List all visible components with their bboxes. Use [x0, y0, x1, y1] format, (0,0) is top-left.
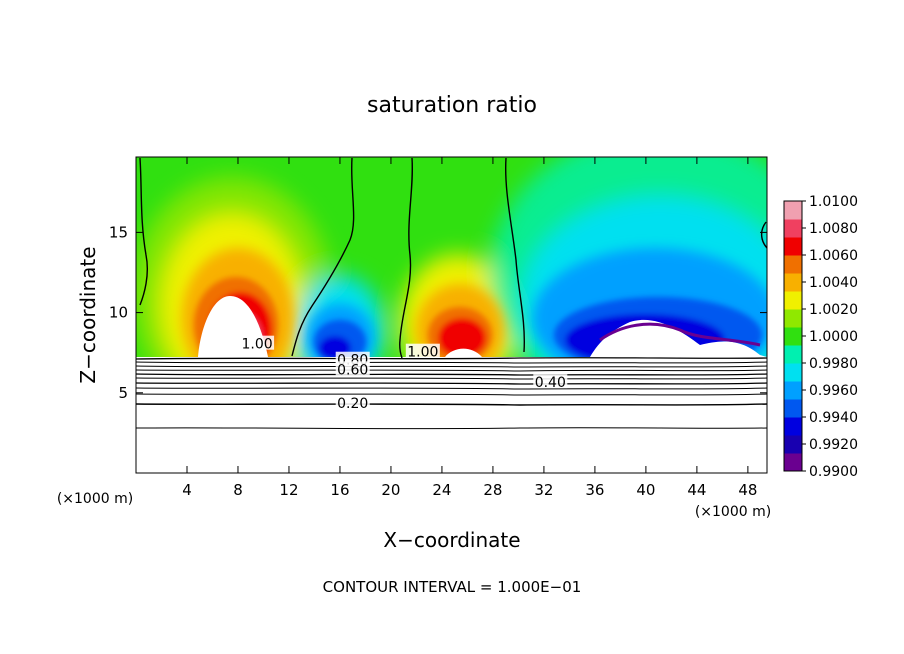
- white-pocket-mid: [445, 348, 482, 357]
- x-tick-label: 28: [483, 481, 502, 499]
- colorbar-segment: [784, 417, 802, 436]
- colorbar-segment: [784, 345, 802, 364]
- colorbar-segment: [784, 327, 802, 346]
- x-axis-title: X−coordinate: [383, 528, 520, 552]
- x-tick-label: 4: [182, 481, 192, 499]
- x-tick-label: 32: [534, 481, 553, 499]
- colorbar-tick-label: 1.0000: [809, 329, 858, 345]
- colorbar-tick-label: 1.0040: [809, 275, 858, 291]
- x-tick-label: 40: [636, 481, 655, 499]
- colorbar-segment: [784, 435, 802, 454]
- plot-area: 1.001.000.800.600.400.20: [136, 157, 767, 473]
- colorbar-segment: [784, 453, 802, 472]
- plot-frame: [135, 156, 768, 474]
- x-tick-label: 20: [381, 481, 400, 499]
- colorbar-segment: [784, 381, 802, 400]
- contour-label-bg: [240, 335, 275, 350]
- lower-domain: [136, 357, 767, 473]
- contour-label-bg: [405, 343, 440, 358]
- colorbar-segment: [784, 363, 802, 382]
- contour-label: 1.00: [407, 345, 438, 361]
- colorbar-segment: [784, 273, 802, 292]
- colorbar-tick-label: 1.0100: [809, 194, 858, 210]
- contour-label-bg: [335, 361, 370, 376]
- contour-label: 0.60: [337, 362, 368, 378]
- y-axis-title: Z−coordinate: [76, 246, 100, 383]
- colorbar-tick-label: 0.9900: [809, 464, 858, 480]
- contour-labels: 1.001.000.800.600.400.20: [240, 335, 568, 412]
- contour-label-bg: [533, 374, 568, 389]
- colorbar-tick-label: 0.9940: [809, 410, 858, 426]
- x-unit-right: (×1000 m): [695, 504, 771, 520]
- x-tick-label: 8: [233, 481, 243, 499]
- colorbar-tick-label: 1.0020: [809, 302, 858, 318]
- contour-interval-note: CONTOUR INTERVAL = 1.000E−01: [323, 578, 582, 596]
- y-tick-label: 15: [109, 223, 128, 241]
- x-tick-label: 36: [585, 481, 604, 499]
- x-tick-label: 12: [279, 481, 298, 499]
- colorbar-segment: [784, 255, 802, 274]
- x-tick-label: 16: [330, 481, 349, 499]
- colorbar-segment: [784, 201, 802, 220]
- x-tick-label: 48: [738, 481, 757, 499]
- colorbar-tick-label: 0.9920: [809, 437, 858, 453]
- contour-label: 0.20: [337, 396, 368, 412]
- colorbar-tick-label: 0.9980: [809, 356, 858, 372]
- contour-label: 1.00: [242, 337, 273, 353]
- x-tick-label: 44: [687, 481, 706, 499]
- contours-lower: [136, 357, 767, 430]
- colorbar-tick-label: 1.0060: [809, 248, 858, 264]
- chart-title: saturation ratio: [367, 93, 537, 118]
- colorbar-segment: [784, 399, 802, 418]
- x-unit-left: (×1000 m): [57, 491, 133, 507]
- contours-unity: [139, 157, 767, 359]
- y-tick-label: 10: [109, 304, 128, 322]
- colorbar-tick-label: 0.9960: [809, 383, 858, 399]
- colorbar-tick-label: 1.0080: [809, 221, 858, 237]
- x-tick-label: 24: [432, 481, 451, 499]
- contour-label-bg: [335, 395, 370, 410]
- x-axis: 4 8 12 16 20 24 28 32 36 40 44 48: [182, 157, 757, 499]
- colorbar-segment: [784, 309, 802, 328]
- y-axis: 5 10 15: [109, 223, 767, 402]
- colorbar: 0.9900 0.9920 0.9940 0.9960 0.9980 1.0000 1.00…: [783, 194, 858, 480]
- colorbar-segment: [784, 237, 802, 256]
- white-pocket-right: [590, 319, 767, 357]
- y-tick-label: 5: [118, 384, 128, 402]
- colorbar-segment: [784, 291, 802, 310]
- colorbar-segment: [784, 219, 802, 238]
- contour-label: 0.40: [535, 375, 566, 391]
